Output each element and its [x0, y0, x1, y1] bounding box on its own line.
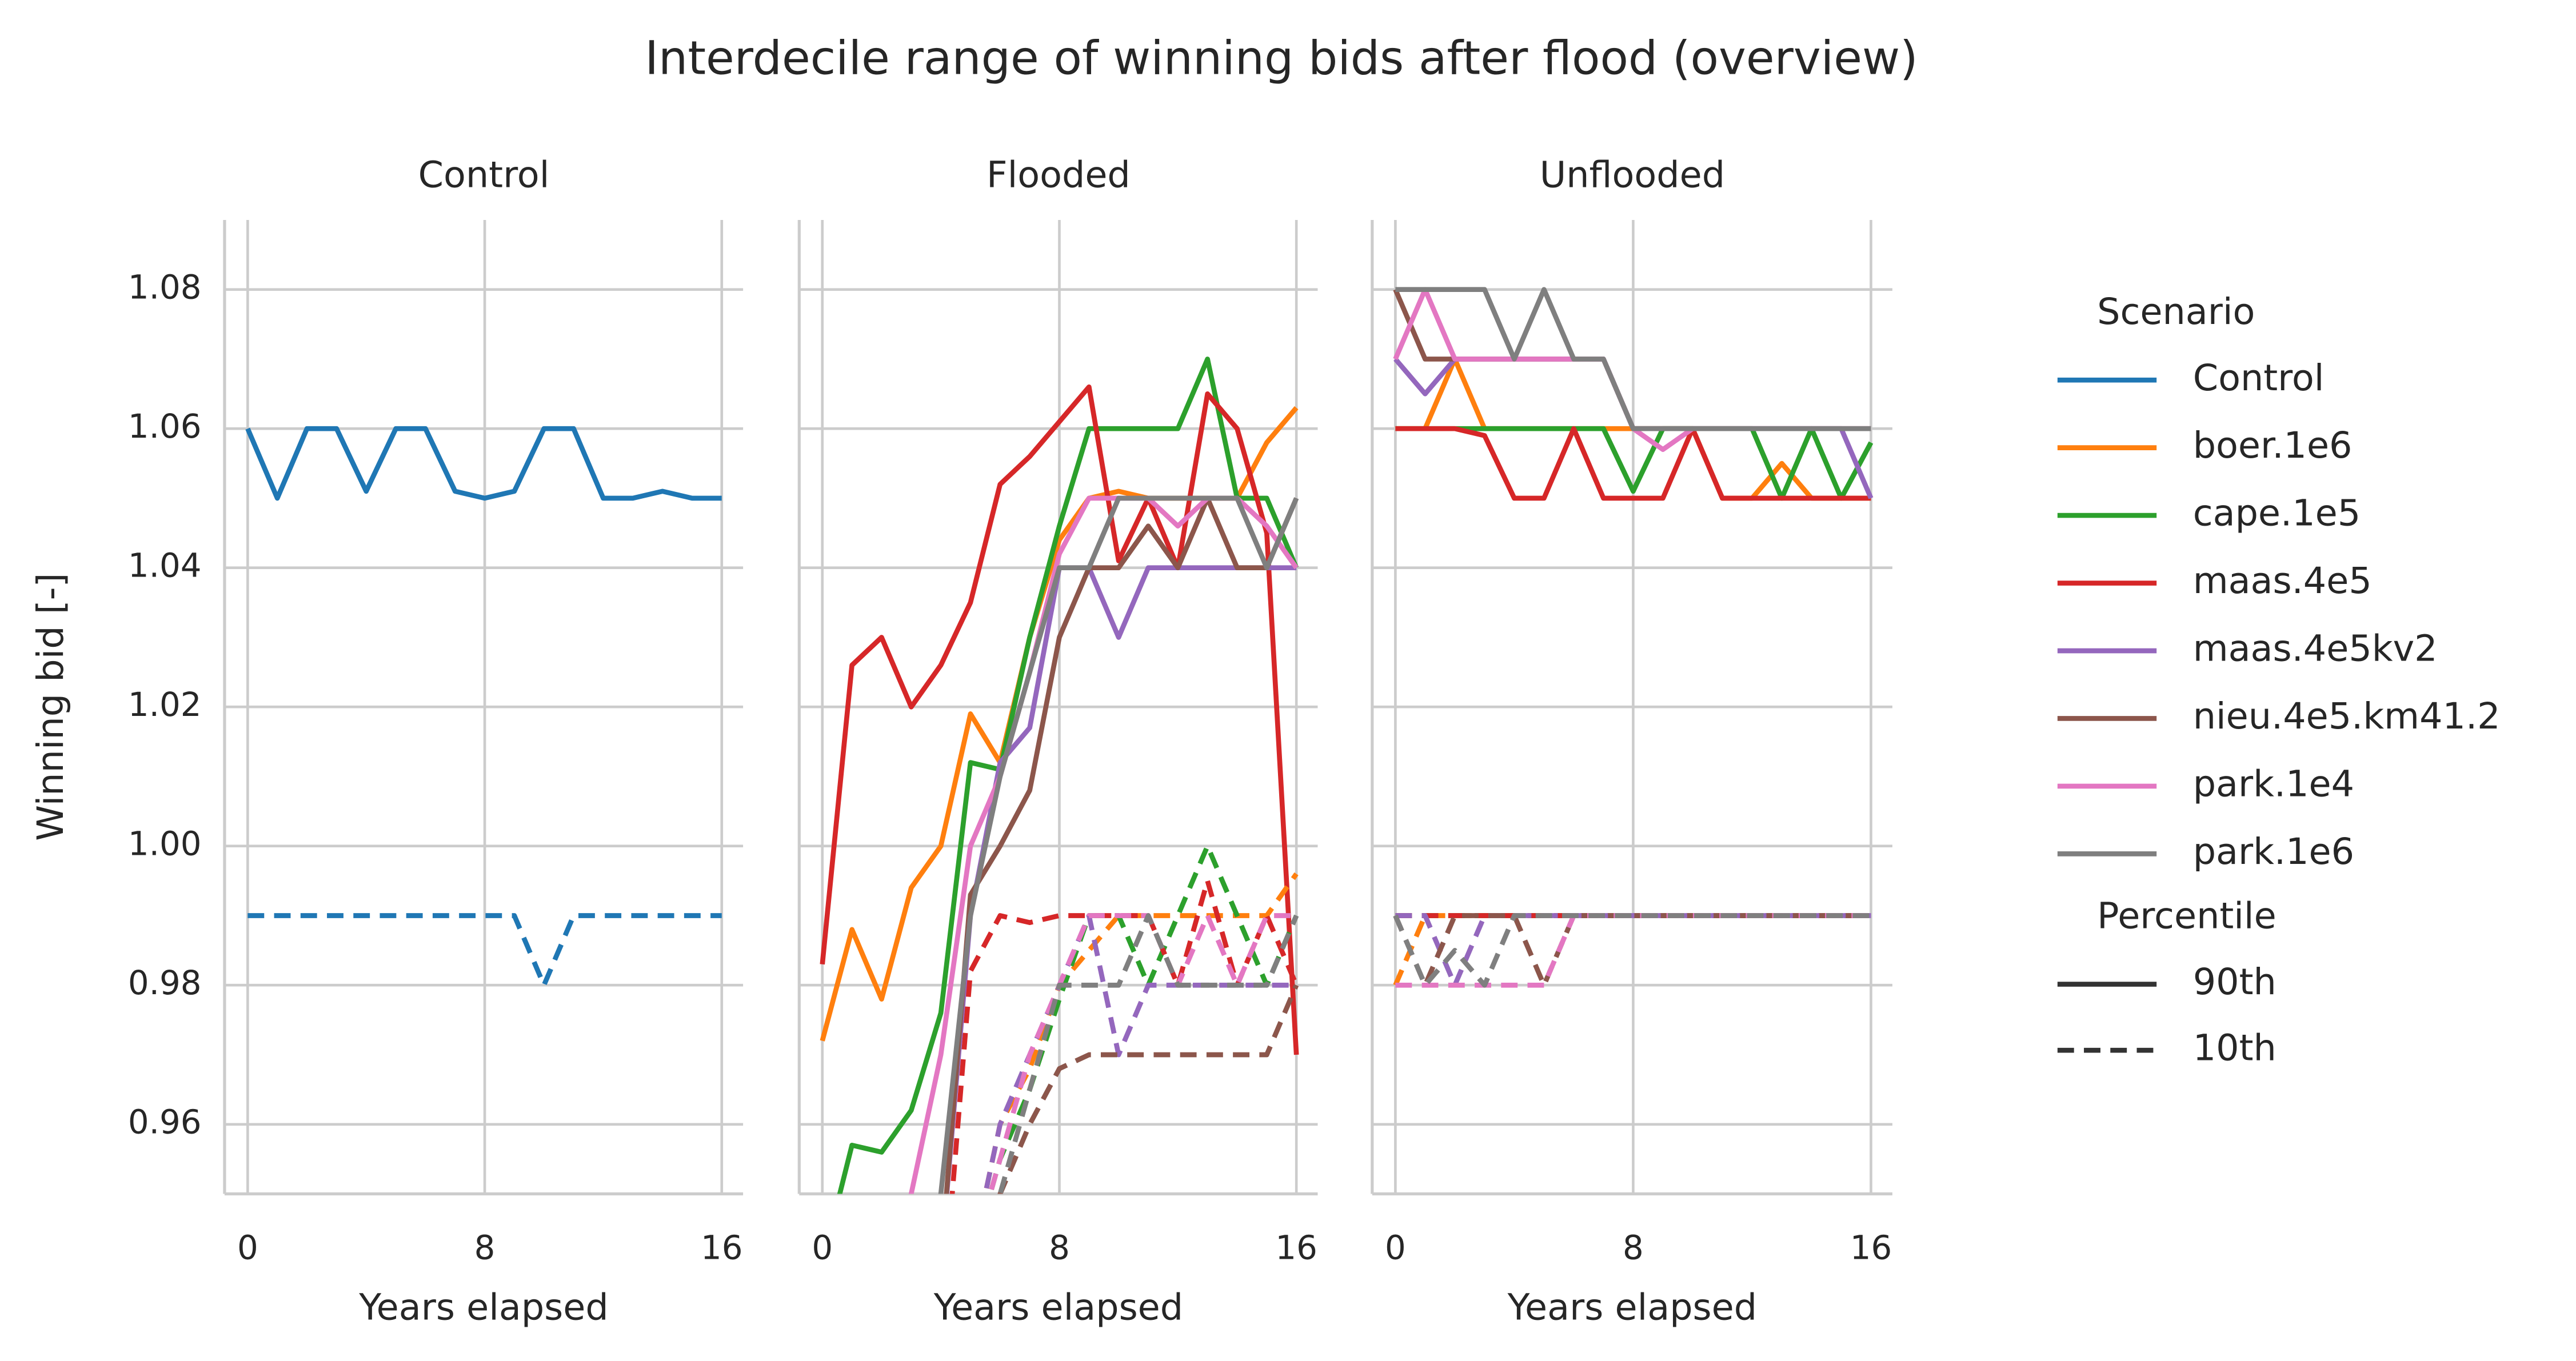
x-axis-label: Years elapsed — [933, 1286, 1183, 1328]
line — [245, 426, 722, 501]
panel: Unflooded 0 8 16 Years elapsed — [1371, 153, 1892, 1328]
x-tick-label: 8 — [1623, 1228, 1644, 1267]
panel-title: Flooded — [987, 153, 1131, 195]
line — [820, 384, 1299, 1055]
legend: Control boer.1e6 cape.1e5 maas.4e5 maas.4e5k… — [2057, 357, 2501, 1069]
legend-label: 90th — [2193, 960, 2277, 1003]
x-tick-label: 16 — [1850, 1228, 1892, 1267]
x-tick-label: 16 — [1275, 1228, 1317, 1267]
legend-label: park.1e4 — [2193, 762, 2354, 804]
y-tick-label: 1.04 — [128, 546, 202, 585]
x-tick-label: 0 — [237, 1228, 258, 1267]
y-tick-label: 1.02 — [128, 685, 202, 724]
y-tick-label: 0.98 — [128, 963, 202, 1002]
line — [997, 913, 1299, 1194]
legend-label: maas.4e5 — [2193, 559, 2372, 602]
legend-label: Control — [2193, 357, 2325, 399]
x-axis-label: Years elapsed — [1507, 1286, 1757, 1328]
line — [949, 878, 1299, 1194]
legend-label: nieu.4e5.km41.2 — [2193, 695, 2501, 737]
legend-title: Scenario — [2097, 290, 2255, 333]
legend-label: 10th — [2193, 1027, 2277, 1069]
x-tick-label: 8 — [474, 1228, 496, 1267]
line — [944, 495, 1299, 1194]
figure-title: Interdecile range of winning bids after … — [645, 32, 1918, 86]
legend-title: Percentile — [2097, 895, 2277, 937]
legend-label: boer.1e6 — [2193, 424, 2353, 466]
panel: Flooded 0 8 16 Years elapsed — [797, 153, 1318, 1328]
line — [997, 984, 1299, 1194]
line — [1395, 913, 1871, 988]
line — [1395, 287, 1871, 431]
x-tick-label: 16 — [701, 1228, 743, 1267]
y-tick-label: 1.00 — [128, 824, 202, 863]
y-tick-label: 1.08 — [128, 267, 202, 306]
x-tick-label: 8 — [1049, 1228, 1070, 1267]
x-tick-label: 0 — [812, 1228, 833, 1267]
line — [247, 913, 722, 988]
line — [1393, 913, 1871, 988]
panel-title: Control — [418, 153, 550, 195]
y-tick-label: 0.96 — [128, 1102, 202, 1141]
line — [938, 495, 1299, 1194]
x-tick-label: 0 — [1385, 1228, 1406, 1267]
panel-title: Unflooded — [1540, 153, 1725, 195]
x-axis-label: Years elapsed — [358, 1286, 608, 1328]
y-axis-label: Winning bid [-] — [29, 573, 71, 841]
line — [1395, 913, 1871, 988]
y-tick-label: 1.06 — [128, 407, 202, 446]
line — [1395, 426, 1871, 501]
line — [1395, 426, 1874, 501]
panel: Control 0.96 0.98 1.00 1.02 1.04 1.06 1.08 0 8 16 Y… — [29, 153, 744, 1328]
legend-label: park.1e6 — [2193, 830, 2354, 872]
legend-label: maas.4e5kv2 — [2193, 627, 2438, 670]
legend-label: cape.1e5 — [2193, 492, 2361, 534]
